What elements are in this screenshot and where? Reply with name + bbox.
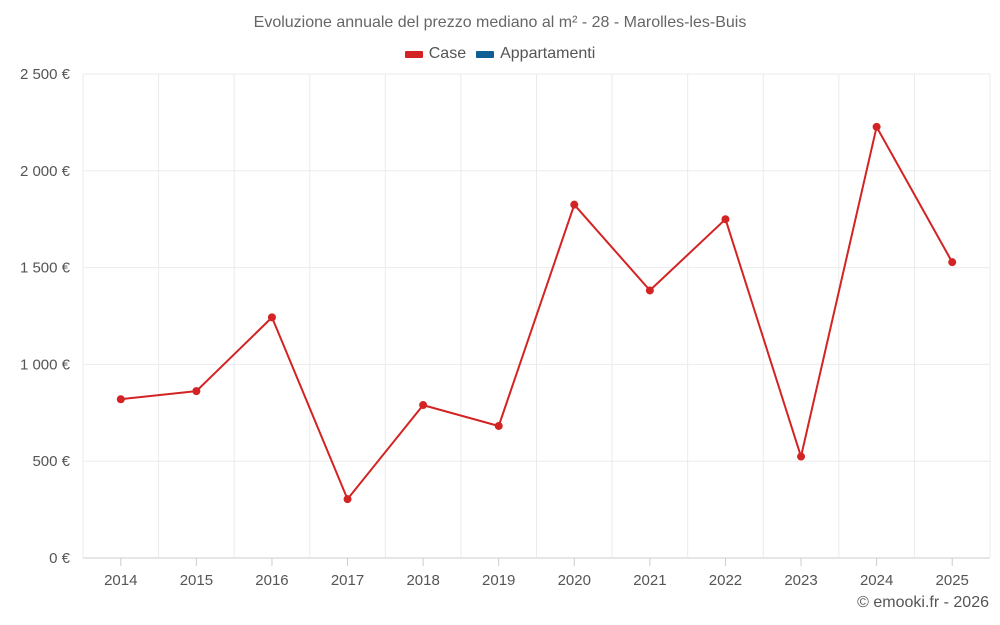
data-point	[570, 200, 579, 209]
legend-item-case[interactable]: Case	[404, 45, 467, 63]
legend-label-appartamenti: Appartamenti	[500, 45, 596, 62]
data-point	[267, 313, 276, 322]
data-point	[494, 421, 503, 430]
x-tick-label: 2019	[482, 572, 515, 589]
legend-item-appartamenti[interactable]: Appartamenti	[476, 45, 595, 63]
x-tick-label: 2020	[558, 572, 591, 589]
chart-legend: Case Appartamenti	[0, 45, 1000, 63]
legend-label-case: Case	[428, 45, 467, 62]
x-tick-label: 2022	[709, 572, 742, 589]
x-tick-label: 2017	[331, 572, 364, 589]
data-point	[645, 286, 654, 295]
data-point	[797, 452, 806, 461]
y-tick-label: 1 000 €	[20, 356, 71, 373]
x-tick-label: 2024	[860, 572, 893, 589]
y-tick-label: 500 €	[32, 453, 70, 470]
data-point	[948, 258, 957, 267]
legend-swatch-appartamenti	[476, 50, 495, 58]
x-tick-label: 2015	[180, 572, 213, 589]
y-tick-label: 0 €	[49, 550, 71, 567]
data-point	[872, 122, 881, 131]
x-tick-label: 2023	[784, 572, 817, 589]
data-point	[116, 395, 125, 404]
x-tick-label: 2021	[633, 572, 666, 589]
series-line-0	[120, 125, 954, 501]
data-point	[192, 387, 201, 396]
data-point	[419, 401, 428, 410]
data-point	[343, 495, 352, 504]
y-tick-label: 2 500 €	[20, 66, 71, 83]
chart-title: Evoluzione annuale del prezzo mediano al…	[253, 14, 747, 31]
x-tick-label: 2025	[936, 572, 969, 589]
x-tick-label: 2018	[406, 572, 439, 589]
data-point	[721, 215, 730, 224]
x-tick-label: 2016	[255, 572, 288, 589]
legend-swatch-case	[404, 50, 423, 58]
y-tick-label: 1 500 €	[20, 260, 71, 277]
credit-text: © emooki.fr - 2026	[857, 594, 989, 611]
y-tick-label: 2 000 €	[20, 163, 71, 180]
x-tick-label: 2014	[104, 572, 137, 589]
